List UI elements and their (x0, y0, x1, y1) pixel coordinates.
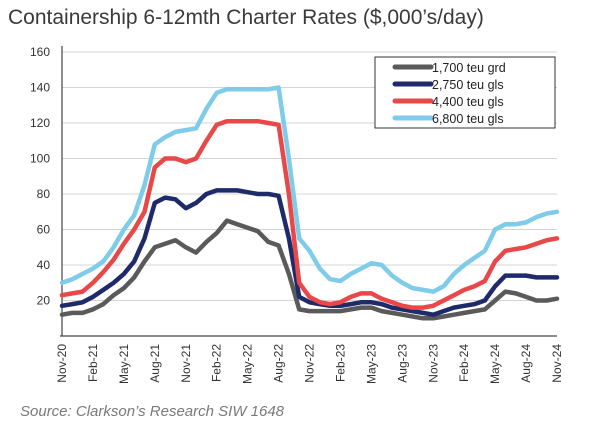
x-tick-label: May-21 (117, 344, 131, 384)
x-tick-label: May-24 (488, 344, 502, 384)
x-tick-label: Nov-22 (303, 344, 317, 383)
x-tick-label: Feb-23 (333, 344, 347, 382)
x-tick-label: Feb-24 (457, 344, 471, 382)
legend-label: 2,750 teu gls (432, 78, 504, 92)
x-tick-label: May-22 (241, 344, 255, 384)
y-tick-label: 20 (37, 294, 51, 308)
x-tick-label: Nov-20 (55, 344, 69, 383)
y-tick-label: 100 (30, 152, 50, 166)
series-line-0 (59, 218, 560, 321)
series-line-2 (59, 118, 560, 310)
x-tick-label: Feb-21 (86, 344, 100, 382)
x-tick-label: Feb-22 (210, 344, 224, 382)
y-tick-label: 160 (30, 45, 50, 59)
x-tick-label: Aug-22 (272, 344, 286, 383)
x-tick-label: Nov-21 (179, 344, 193, 383)
y-tick-label: 40 (37, 258, 51, 272)
series-line-1 (59, 188, 560, 317)
x-tick-label: Aug-23 (395, 344, 409, 383)
legend-label: 6,800 teu gls (432, 112, 504, 126)
y-tick-label: 140 (30, 81, 50, 95)
y-tick-label: 60 (37, 223, 51, 237)
legend-label: 1,700 teu grd (432, 61, 506, 75)
y-tick-label: 80 (37, 187, 51, 201)
x-tick-label: May-23 (364, 344, 378, 384)
source-note: Source: Clarkson’s Research SIW 1648 (20, 403, 285, 420)
x-tick-label: Nov-24 (550, 344, 564, 383)
chart-title: Containership 6-12mth Charter Rates ($,0… (8, 6, 484, 29)
y-tick-label: 120 (30, 116, 50, 130)
x-tick-label: Aug-24 (519, 344, 533, 383)
x-tick-label: Aug-21 (148, 344, 162, 383)
legend-label: 4,400 teu gls (432, 95, 504, 109)
x-tick-label: Nov-23 (426, 344, 440, 383)
series-line-3 (59, 85, 560, 294)
